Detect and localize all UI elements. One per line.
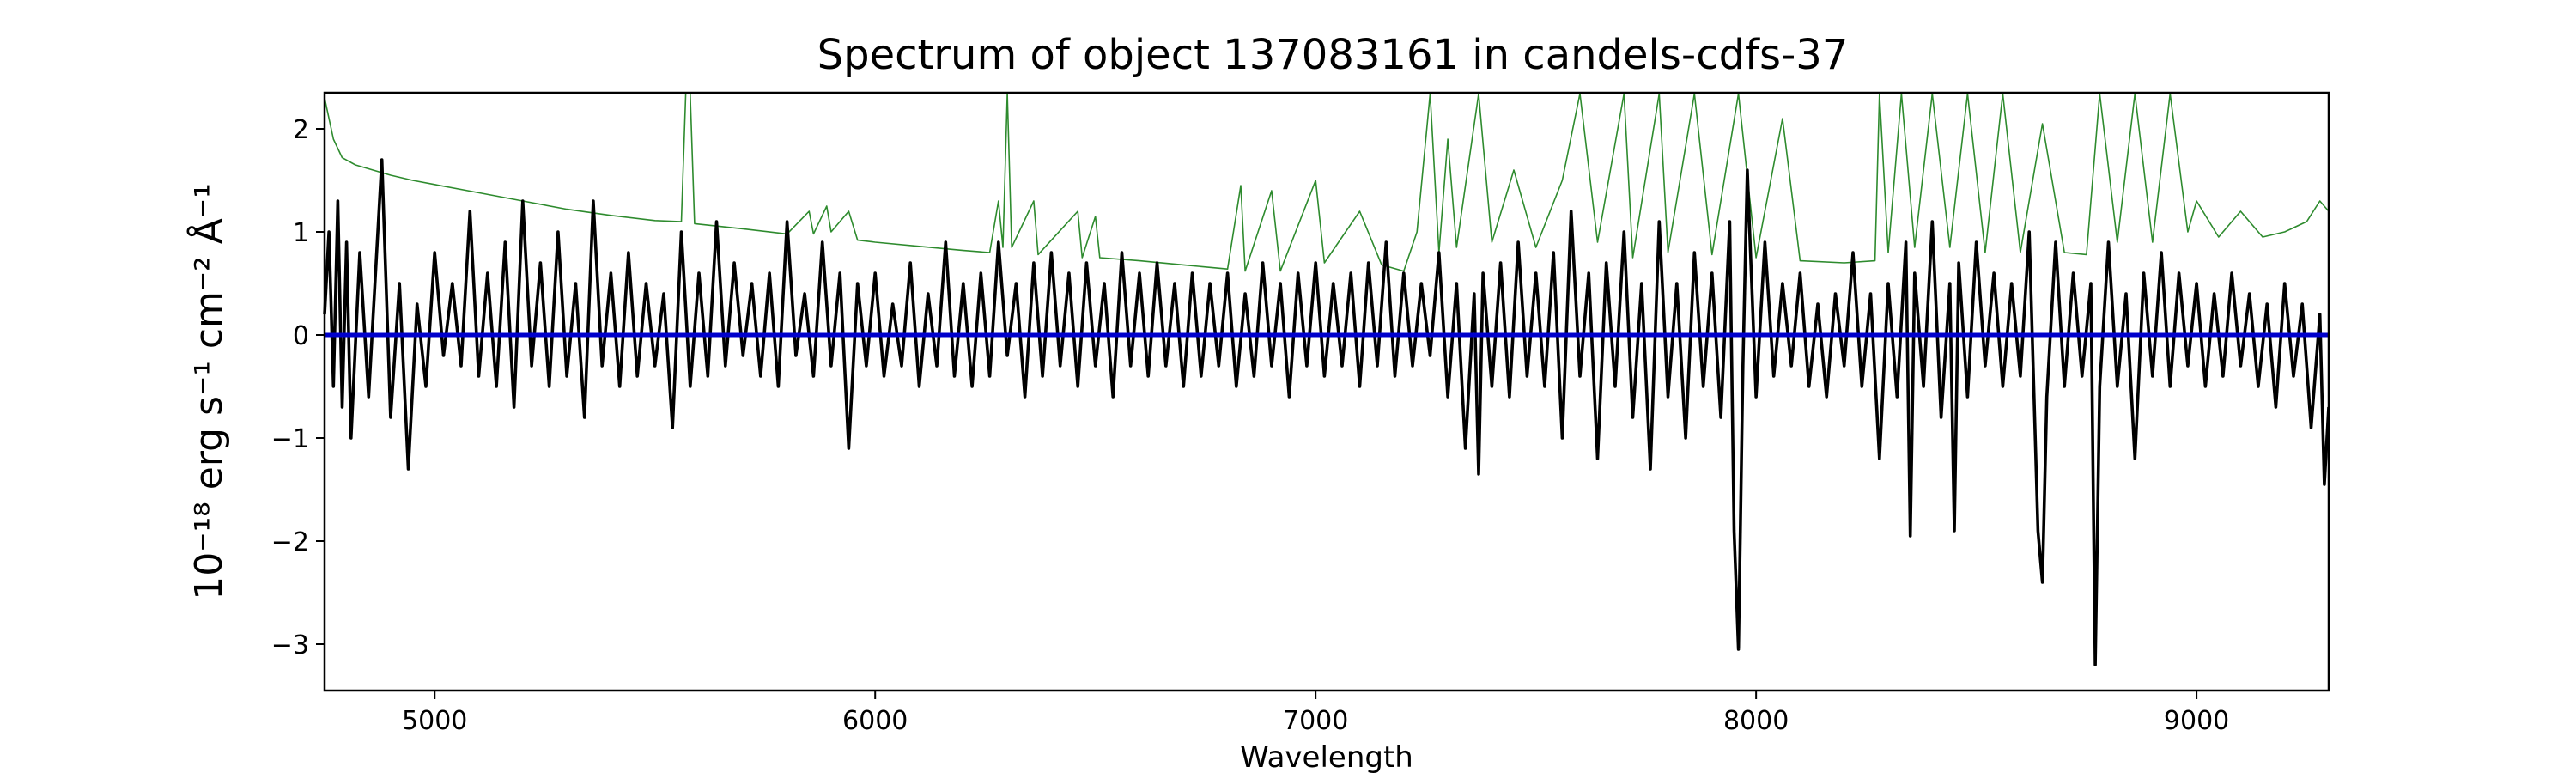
y-axis: 2 1 0 −1 −2 −3 [271,115,325,660]
plot-area [323,93,2330,666]
x-tick-label: 8000 [1723,706,1789,736]
y-tick-label: 1 [293,218,309,248]
x-axis-label: Wavelength [1240,740,1413,773]
chart-title: Spectrum of object 137083161 in candels-… [817,31,1849,79]
series-line-thin [324,93,2330,272]
x-tick-label: 7000 [1283,706,1348,736]
axes-frame [323,91,2330,692]
y-tick-label: 0 [293,321,309,351]
y-tick-label: −3 [271,630,309,660]
y-tick-label: −1 [271,424,309,454]
y-tick-label: −2 [271,527,309,557]
x-tick-label: 5000 [402,706,467,736]
series-line-thick [323,158,2330,666]
y-axis-label: 10⁻¹⁸ erg s⁻¹ cm⁻² Å⁻¹ [185,183,231,600]
x-tick-label: 6000 [842,706,908,736]
y-tick-label: 2 [293,115,309,145]
x-axis: 5000 6000 7000 8000 9000 [402,691,2229,736]
x-tick-label: 9000 [2164,706,2229,736]
